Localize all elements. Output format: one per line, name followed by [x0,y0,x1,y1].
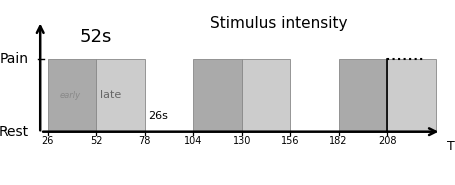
Bar [48,59,96,132]
Text: 26s: 26s [148,111,168,121]
Text: 182: 182 [329,136,347,146]
Bar [338,59,386,132]
Text: 78: 78 [138,136,151,146]
Text: 208: 208 [377,136,395,146]
Bar [193,59,241,132]
Bar [386,59,435,132]
Text: 52: 52 [90,136,102,146]
Text: 156: 156 [280,136,299,146]
Bar [96,59,144,132]
Text: late: late [100,90,121,100]
Text: early: early [59,91,81,100]
Text: Stimulus intensity: Stimulus intensity [210,16,347,31]
Text: 52s: 52s [80,28,112,46]
Text: 104: 104 [183,136,202,146]
Text: 26: 26 [41,136,54,146]
Text: 130: 130 [232,136,250,146]
Bar [241,59,289,132]
Text: Time (sec): Time (sec) [446,140,455,153]
Text: Rest: Rest [0,125,29,139]
Text: Pain: Pain [0,52,29,66]
